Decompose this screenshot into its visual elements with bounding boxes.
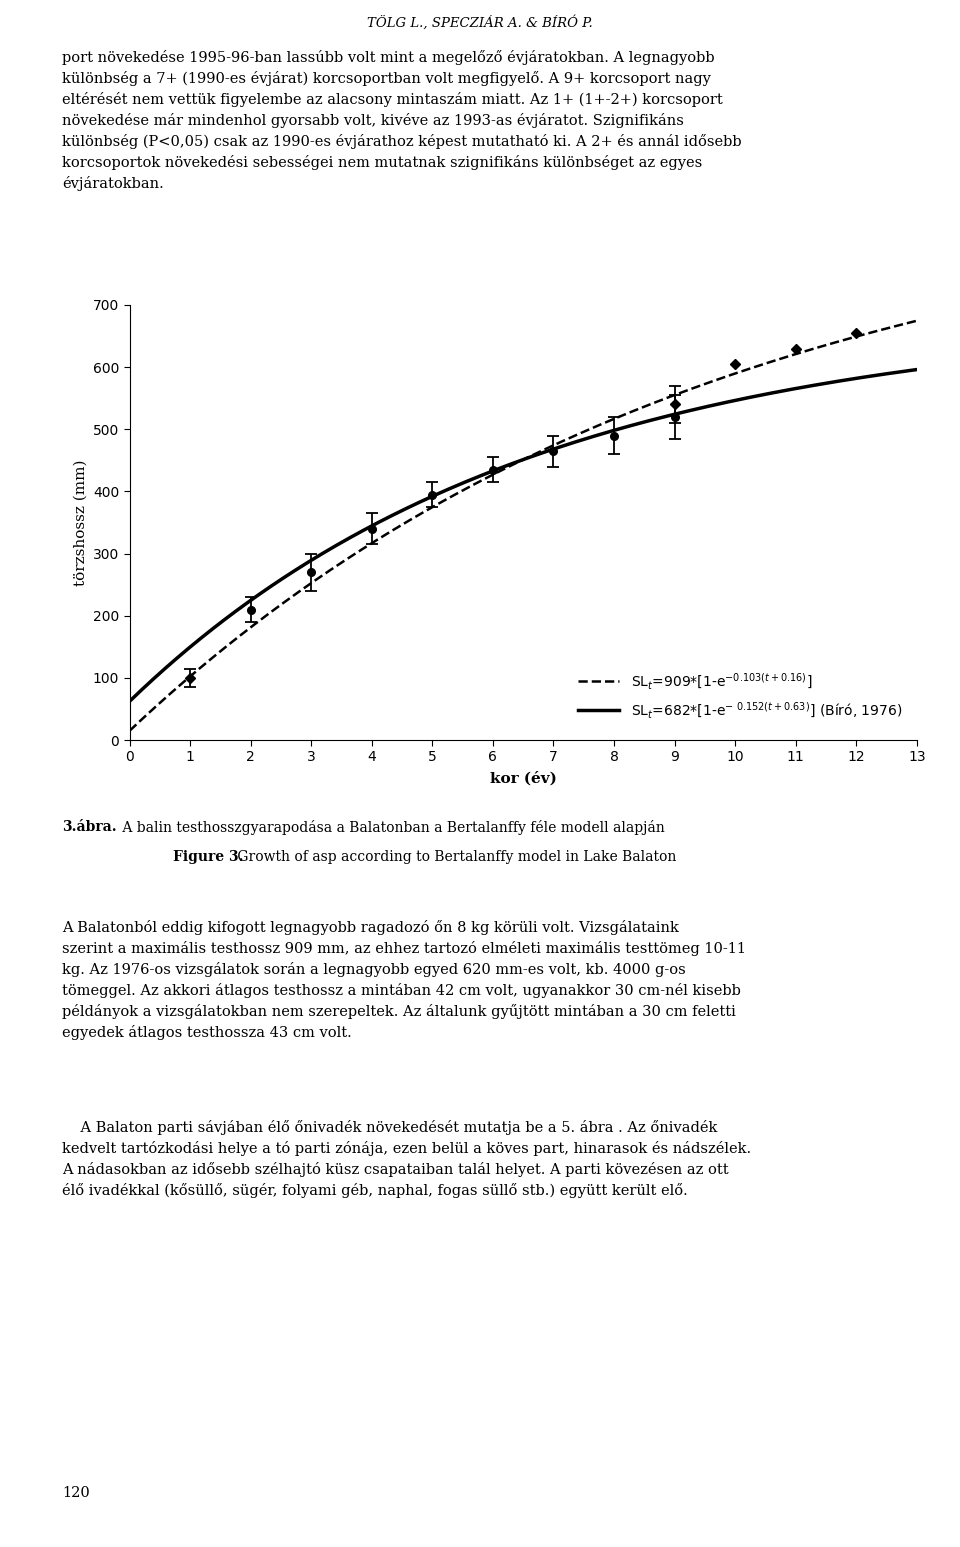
Text: A Balaton parti sávjában élő őnivadék növekedését mutatja be a 5. ábra . Az őniv: A Balaton parti sávjában élő őnivadék nö… [62,1120,752,1199]
Text: port növekedése 1995-96-ban lassúbb volt mint a megelőző évjáratokban. A legnagy: port növekedése 1995-96-ban lassúbb volt… [62,50,742,190]
Text: Growth of asp according to Bertalanffy model in Lake Balaton: Growth of asp according to Bertalanffy m… [233,849,677,865]
X-axis label: kor (év): kor (év) [490,772,557,786]
Text: A Balatonból eddig kifogott legnagyobb ragadozó őn 8 kg körüli volt. Vizsgálatai: A Balatonból eddig kifogott legnagyobb r… [62,920,747,1040]
Legend: SL$_t$=909*[1-e$^{-0.103(t+0.16)}$], SL$_t$=682*[1-e$^{-\ 0.152(t+0.63)}$] (Bíró: SL$_t$=909*[1-e$^{-0.103(t+0.16)}$], SL$… [578,671,902,719]
Text: A balin testhosszgyarapodása a Balatonban a Bertalanffy féle modell alapján: A balin testhosszgyarapodása a Balatonba… [118,820,665,835]
Text: Figure 3.: Figure 3. [173,849,243,865]
Text: TÖLG L., SPECZIÁR A. & BÍRÓ P.: TÖLG L., SPECZIÁR A. & BÍRÓ P. [367,15,593,29]
Y-axis label: törzshossz (mm): törzshossz (mm) [73,459,87,586]
Text: 3.ábra.: 3.ábra. [62,820,117,834]
Text: 120: 120 [62,1487,90,1501]
